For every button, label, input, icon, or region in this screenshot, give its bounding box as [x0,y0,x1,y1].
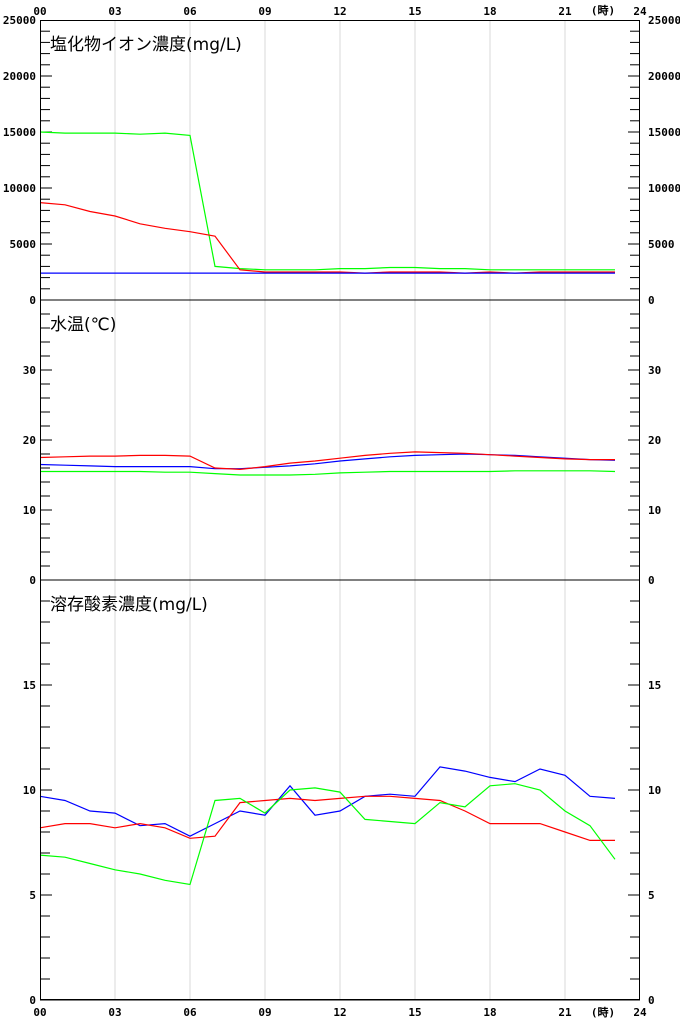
y-tick-label-right: 0 [648,574,655,587]
y-tick-label-left: 30 [23,364,36,377]
x-tick-label-bottom: 03 [108,1006,121,1019]
y-tick-label-left: 10000 [3,182,36,195]
x-tick-label-top: 00 [33,5,46,18]
series-line-1 [39,766,616,837]
x-tick-label-bottom: 21 [558,1006,572,1019]
x-tick-label-top: 24 [633,5,647,18]
y-tick-label-right: 5 [648,889,655,902]
y-tick-label-left: 5 [29,889,36,902]
series-line-3 [40,470,616,476]
series-line-2 [39,451,615,471]
y-tick-label-left: 0 [29,294,36,307]
x-tick-label-top: 18 [483,5,496,18]
y-tick-label-right: 15000 [648,126,680,139]
y-tick-label-right: 10000 [648,182,680,195]
x-tick-label-bottom: 00 [33,1006,46,1019]
x-tick-label-top: 21 [558,5,572,18]
y-tick-label-right: 25000 [648,14,680,27]
series-line-1 [39,131,615,271]
y-tick-label-right: 10 [648,784,661,797]
series-line-2 [39,795,615,842]
y-tick-label-right: 0 [648,994,655,1007]
y-tick-label-right: 5000 [648,238,675,251]
y-tick-label-right: 20 [648,434,661,447]
panel-title: 溶存酸素濃度(mg/L) [50,595,208,615]
y-tick-label-left: 25000 [3,14,36,27]
x-tick-label-bottom: 18 [483,1006,496,1019]
x-tick-label-top: 09 [258,5,271,18]
y-tick-label-left: 20 [23,434,36,447]
x-tick-label-top: 06 [183,5,197,18]
series-line-1 [39,453,616,470]
y-tick-label-left: 20000 [3,70,36,83]
x-tick-label-top: 12 [333,5,346,18]
y-tick-label-right: 30 [648,364,661,377]
y-tick-label-left: 10 [23,504,36,517]
y-tick-label-left: 0 [29,574,36,587]
y-tick-label-right: 15 [648,679,661,692]
x-unit-label-bottom: (時) [591,1005,615,1019]
x-tick-label-bottom: 06 [183,1006,197,1019]
x-tick-label-bottom: 12 [333,1006,346,1019]
x-tick-label-top: 15 [408,5,421,18]
y-tick-label-right: 0 [648,294,655,307]
x-tick-label-bottom: 15 [408,1006,421,1019]
y-tick-label-right: 10 [648,504,661,517]
y-tick-label-right: 20000 [648,70,680,83]
x-tick-label-bottom: 09 [258,1006,271,1019]
x-tick-label-top: 03 [108,5,121,18]
series-line-3 [39,783,616,886]
y-tick-label-left: 0 [29,994,36,1007]
y-tick-label-left: 15000 [3,126,36,139]
panel-title: 水温(℃) [50,315,116,335]
y-tick-label-left: 10 [23,784,36,797]
y-tick-label-left: 5000 [10,238,37,251]
x-unit-label-top: (時) [591,3,615,17]
series-line-2 [39,202,615,274]
y-tick-label-left: 15 [23,679,36,692]
panel-title: 塩化物イオン濃度(mg/L) [50,35,242,55]
x-tick-label-bottom: 24 [633,1006,647,1019]
plot-frame [40,20,640,1000]
